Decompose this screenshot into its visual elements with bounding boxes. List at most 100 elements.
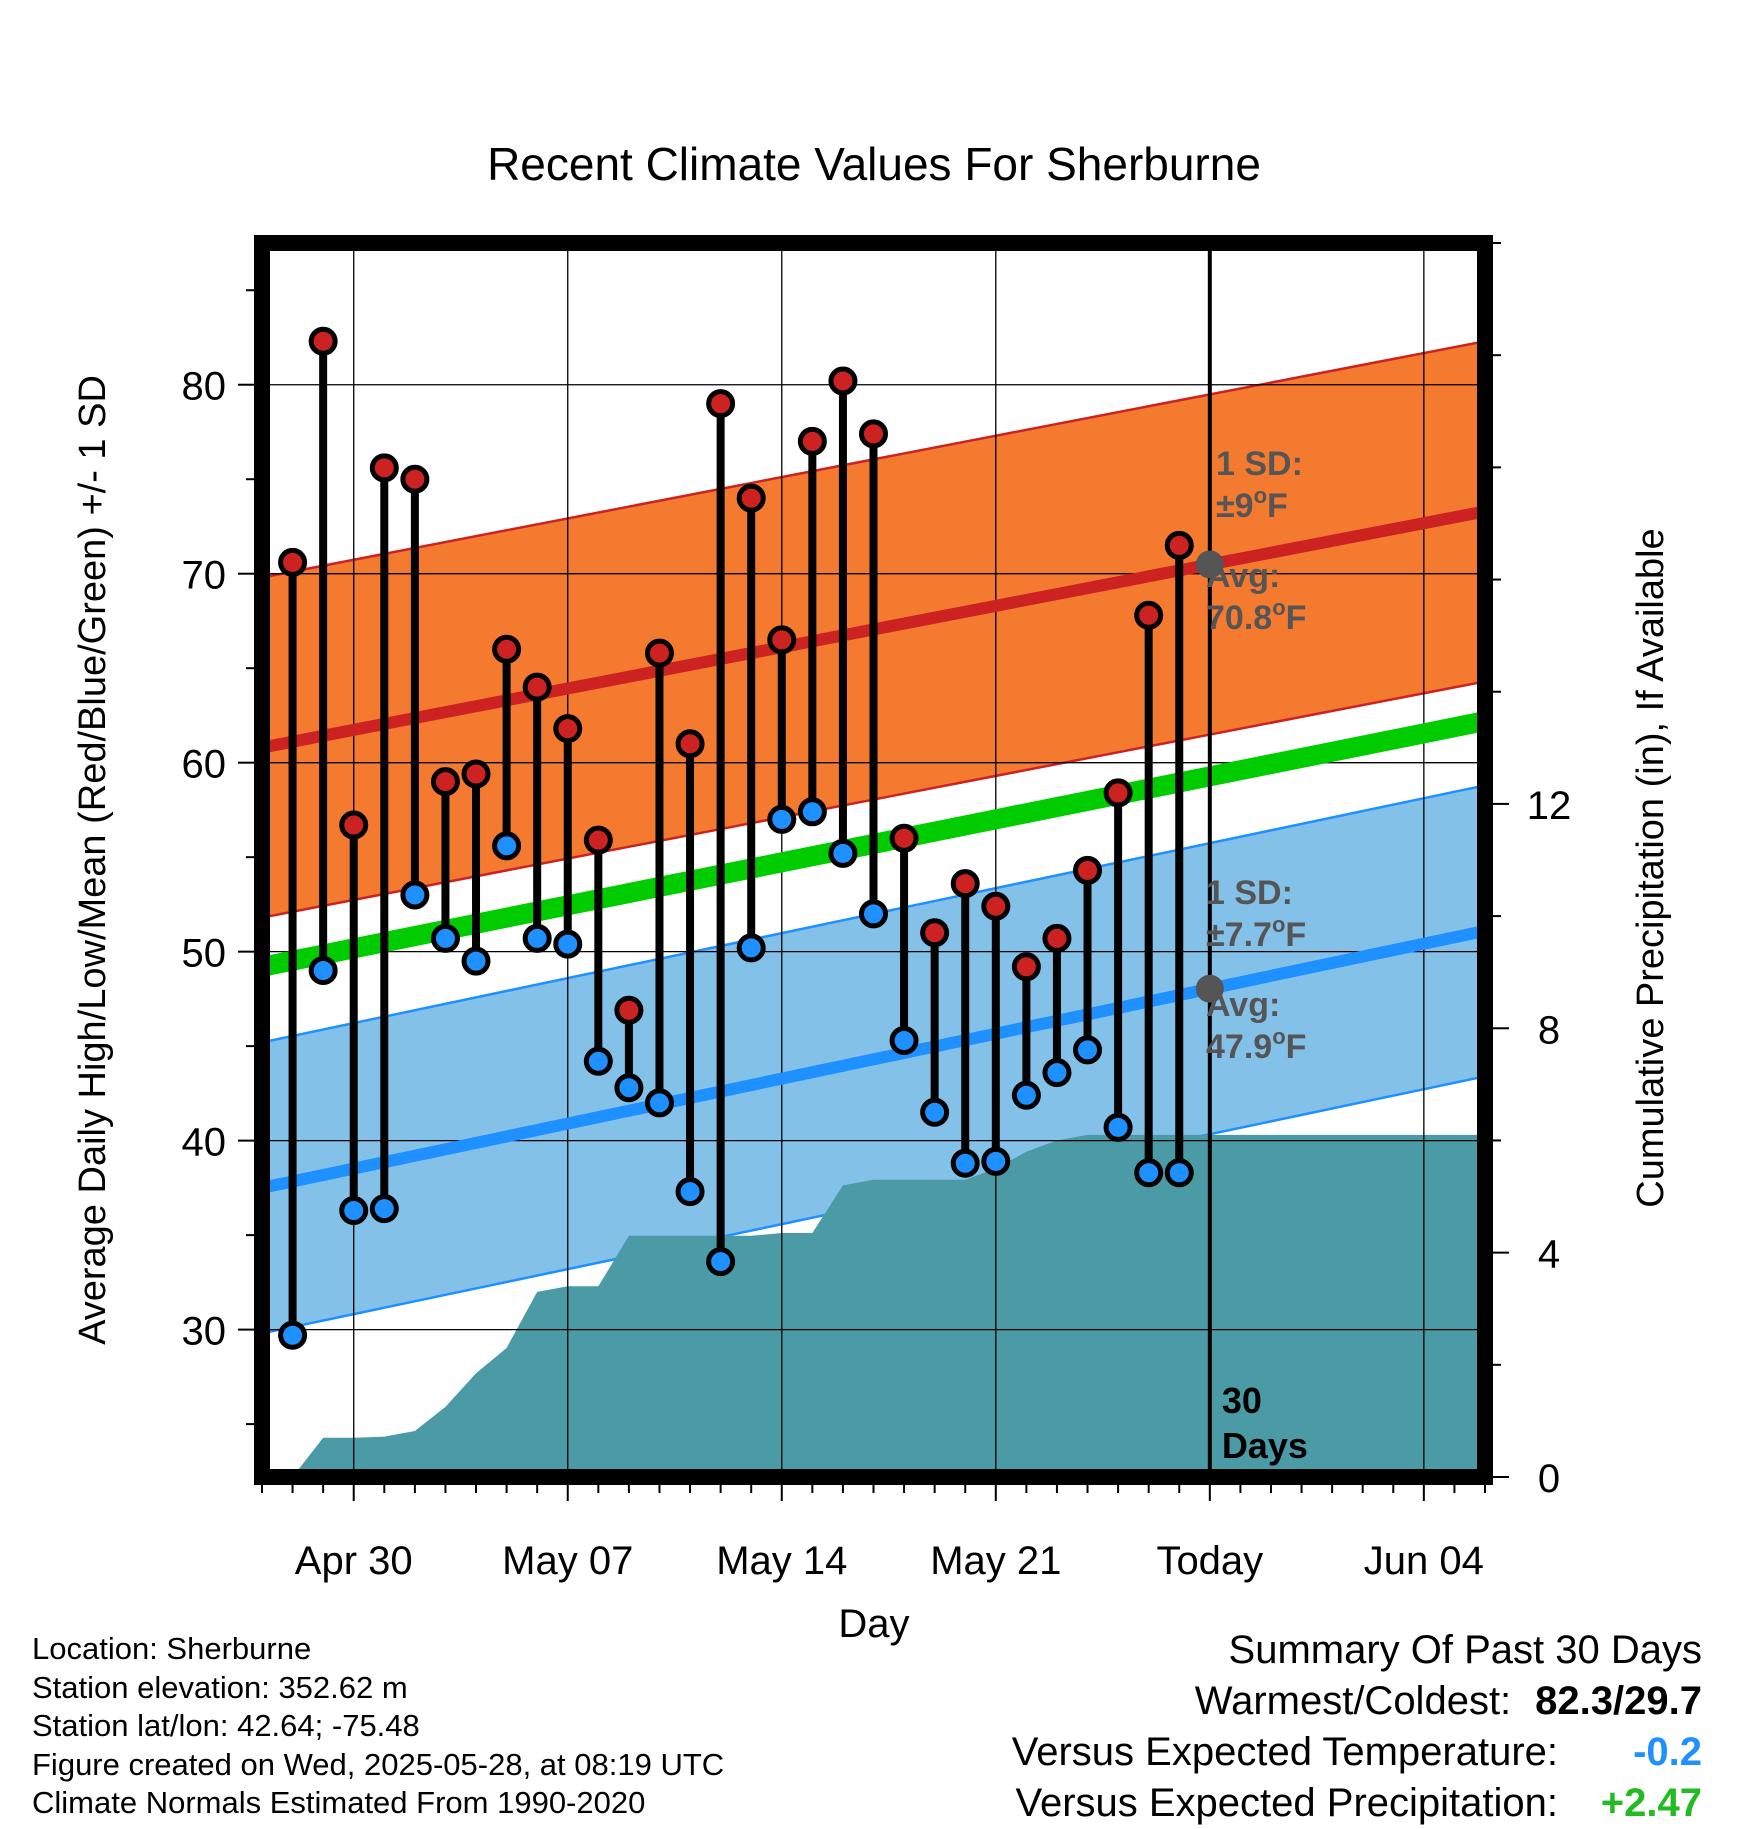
low-point [461,946,491,976]
y-tick-label: 70 [182,554,227,598]
low-point [675,1177,705,1207]
high-point [1103,778,1133,808]
location-text: Location: Sherburne [32,1631,312,1666]
x-tick-label: Today [1156,1539,1263,1583]
high-point [339,810,369,840]
low-point [339,1196,369,1226]
low-point [278,1320,308,1350]
plot-frame [254,235,1493,1485]
high-point [583,825,613,855]
low-point [797,797,827,827]
warm-cold-value: 82.3/29.7 [1535,1679,1702,1723]
low-point [1011,1080,1041,1110]
low-point [400,880,430,910]
summary-precip: Versus Expected Precipitation: +2.47 [1012,1778,1702,1829]
y2-tick-label: 0 [1538,1457,1560,1501]
today-high-average-marker [1195,550,1224,579]
low-sd-annotation-value: ±7.7oF [1206,912,1306,954]
low-point [583,1046,613,1076]
x-tick-label: Apr 30 [295,1539,413,1583]
normals-text: Climate Normals Estimated From 1990-2020 [32,1785,646,1820]
high-point [400,464,430,494]
temp-label: Versus Expected Temperature: [1011,1730,1558,1774]
high-point [308,326,338,356]
high-point [492,634,522,664]
elevation-text: Station elevation: 352.62 m [32,1669,408,1705]
y-axis-label: Average Daily High/Low/Mean (Red/Blue/Gr… [72,375,114,1345]
high-point [1042,923,1072,953]
x-tick-label: May 07 [502,1539,633,1583]
chart-title: Recent Climate Values For Sherburne [487,138,1261,190]
low-point [981,1146,1011,1176]
y-tick-label: 60 [182,743,227,787]
x-tick-label: Jun 04 [1364,1539,1484,1583]
high-point [614,995,644,1025]
low-point [767,804,797,834]
low-point [492,831,522,861]
high-point [736,483,766,513]
low-point [1103,1112,1133,1142]
low-point [1164,1158,1194,1188]
high-avg-annotation-label: Avg: [1206,557,1280,595]
temp-value: -0.2 [1633,1730,1702,1774]
high-sd-annotation-value: ±9oF [1216,483,1288,525]
low-point [889,1025,919,1055]
precip-value: +2.47 [1600,1781,1702,1825]
low-point [1042,1058,1072,1088]
high-point [797,426,827,456]
low-point [553,929,583,959]
summary-warm-cold: Warmest/Coldest: 82.3/29.7 [1012,1676,1702,1727]
high-avg-annotation-value: 70.8oF [1206,595,1306,637]
y-tick-label: 40 [182,1121,227,1165]
y2-tick-label: 8 [1538,1008,1560,1052]
station-info: Location: Sherburne Station elevation: 3… [32,1630,724,1823]
high-avg-annotation: Avg:70.8oF [1206,557,1306,637]
low-point [644,1088,674,1118]
low-point [522,923,552,953]
warm-cold-label: Warmest/Coldest: [1194,1679,1512,1723]
high-point [553,714,583,744]
low-point [828,838,858,868]
high-sd-annotation: 1 SD:±9oF [1216,445,1303,525]
low-point [736,933,766,963]
high-point [430,767,460,797]
y2-tick-label: 4 [1538,1233,1560,1277]
high-point [981,891,1011,921]
low-point [430,923,460,953]
precip-label: Versus Expected Precipitation: [1015,1781,1558,1825]
x-axis-label: Day [838,1602,909,1646]
low-avg-annotation: Avg:47.9oF [1206,986,1306,1066]
summary-panel: Summary Of Past 30 Days Warmest/Coldest:… [1012,1625,1702,1829]
x-tick-label: May 14 [716,1539,847,1583]
high-point [706,389,736,419]
low-avg-annotation-value: 47.9oF [1206,1024,1306,1066]
low-point [369,1194,399,1224]
y-tick-label: 80 [182,365,227,409]
y-tick-label: 50 [182,932,227,976]
y2-tick-label: 12 [1527,784,1572,828]
today-low-average-marker [1195,974,1224,1003]
high-point [1134,600,1164,630]
low-sd-annotation: 1 SD:±7.7oF [1206,874,1306,954]
high-point [278,547,308,577]
high-point [767,625,797,655]
low-point [614,1073,644,1103]
high-point [889,823,919,853]
summary-title: Summary Of Past 30 Days [1228,1628,1702,1672]
summary-temp: Versus Expected Temperature: -0.2 [1012,1727,1702,1778]
y-tick-label: 30 [182,1310,227,1354]
low-point [1134,1158,1164,1188]
created-text: Figure created on Wed, 2025-05-28, at 08… [32,1746,725,1782]
high-point [828,366,858,396]
today-days-label-bottom: Days [1222,1425,1308,1466]
high-point [522,672,552,702]
low-point [1073,1035,1103,1065]
low-avg-annotation-label: Avg: [1206,986,1280,1024]
high-point [920,918,950,948]
low-point [308,956,338,986]
low-point [706,1247,736,1277]
low-point [920,1097,950,1127]
